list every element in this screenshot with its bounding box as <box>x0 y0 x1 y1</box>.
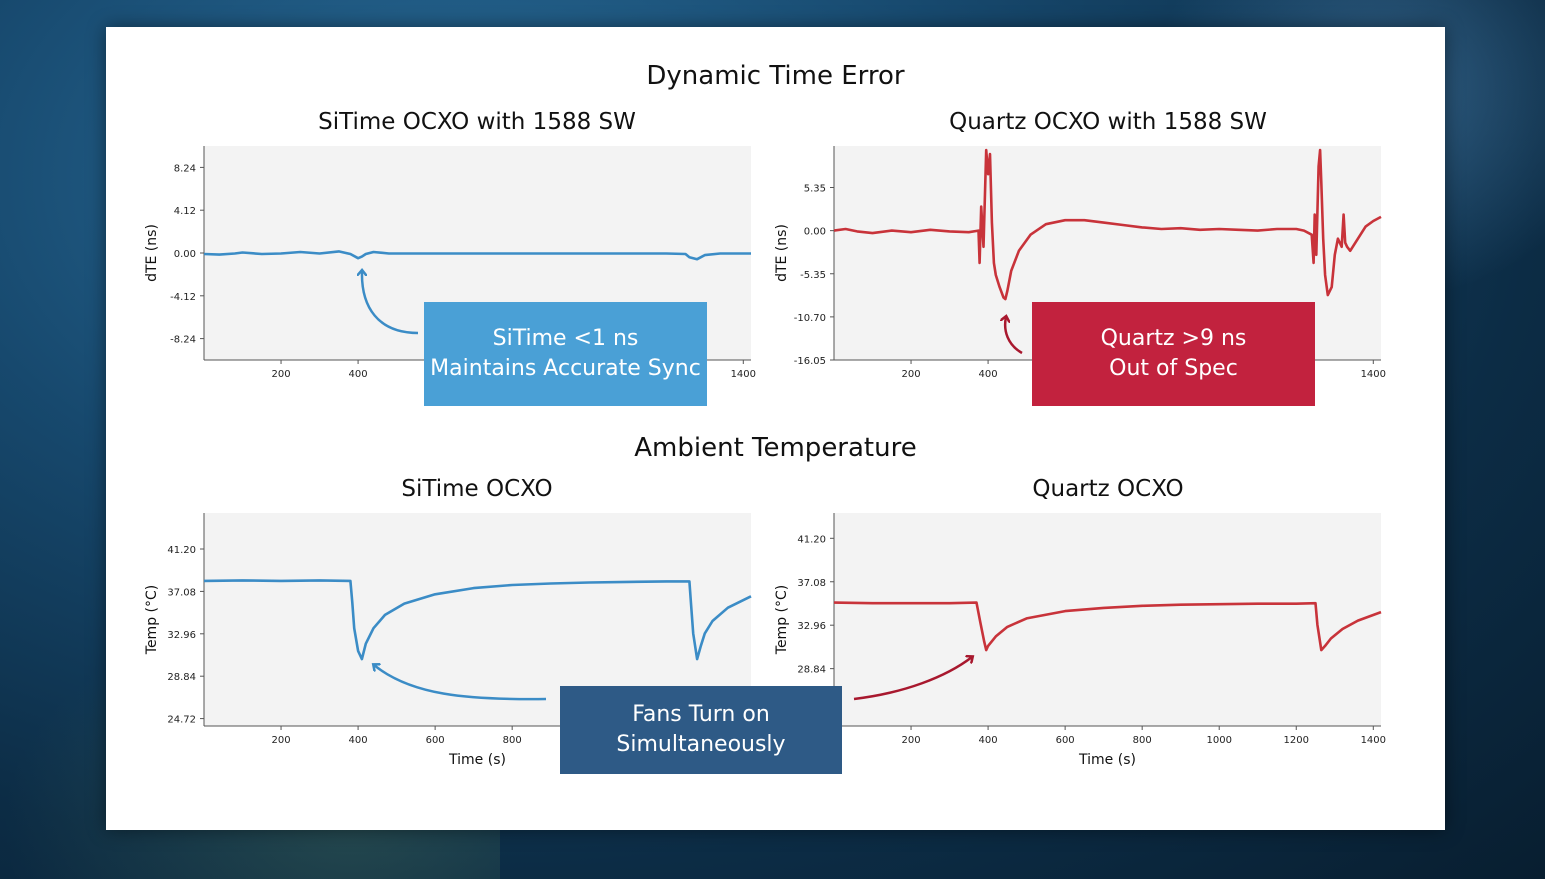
callout-line: Fans Turn on <box>632 702 770 727</box>
quartz-fans-arrow <box>853 657 972 701</box>
series-line <box>203 250 751 261</box>
y-tick-label: 37.08 <box>797 578 826 589</box>
callout-line: Maintains Accurate Sync <box>430 356 701 381</box>
callout-line: Simultaneously <box>616 732 786 757</box>
y-tick-label: -10.70 <box>794 313 826 324</box>
x-tick-label: 400 <box>979 735 998 746</box>
sitime-fans-arrow <box>374 665 547 701</box>
x-tick-label: 1200 <box>1284 735 1309 746</box>
x-tick-label: 800 <box>503 735 522 746</box>
dte-section-title: Dynamic Time Error <box>646 61 905 91</box>
callout-line: SiTime <1 ns <box>492 326 639 351</box>
x-tick-label: 1000 <box>1206 735 1231 746</box>
series-line <box>203 579 752 661</box>
y-tick-label: 5.35 <box>804 184 826 195</box>
series-line <box>833 148 1382 301</box>
y-tick-label: 24.72 <box>167 715 196 726</box>
y-tick-label: 0.00 <box>804 227 826 238</box>
y-axis-label: dTE (ns) <box>774 224 790 282</box>
x-tick-label: 400 <box>349 369 368 380</box>
x-tick-label: 1400 <box>731 369 756 380</box>
x-tick-label: 400 <box>349 735 368 746</box>
figure-panel: Dynamic Time Error Ambient Temperature S… <box>106 27 1445 830</box>
x-tick-label: 1400 <box>1361 735 1386 746</box>
x-axis-label: Time (s) <box>1078 752 1136 768</box>
series-line <box>833 601 1382 652</box>
quartz-temp-chart: 24.7228.8432.9637.0841.20200400600800100… <box>774 513 1386 768</box>
y-tick-label: 41.20 <box>797 534 826 545</box>
y-tick-label: 28.84 <box>167 672 196 683</box>
x-tick-label: 200 <box>271 369 290 380</box>
y-tick-label: 41.20 <box>167 545 196 556</box>
x-tick-label: 1400 <box>1361 369 1386 380</box>
annotation-arrows <box>106 27 1023 701</box>
y-tick-label: 32.96 <box>797 621 826 632</box>
y-tick-label: 0.00 <box>174 249 196 260</box>
temp-section-title: Ambient Temperature <box>634 433 917 463</box>
chart-title: Quartz OCXO <box>1032 476 1184 502</box>
plot-area <box>834 513 1381 726</box>
x-tick-label: 600 <box>426 735 445 746</box>
sitime-dte-arrow <box>362 271 419 335</box>
fans-callout: Fans Turn on Simultaneously <box>560 686 842 774</box>
x-tick-label: 200 <box>901 735 920 746</box>
quartz-dte-arrow <box>1005 317 1023 355</box>
x-tick-label: 600 <box>1056 735 1075 746</box>
callout-line: Out of Spec <box>1109 356 1238 381</box>
x-axis-label: Time (s) <box>448 752 506 768</box>
chart-title: SiTime OCXO with 1588 SW <box>318 109 636 135</box>
y-tick-label: 8.24 <box>174 163 196 174</box>
y-axis-label: dTE (ns) <box>144 224 160 282</box>
y-tick-label: -4.12 <box>170 292 196 303</box>
y-tick-label: -16.05 <box>794 356 826 367</box>
y-axis-label: Temp (°C) <box>774 585 790 655</box>
y-tick-label: -5.35 <box>800 270 826 281</box>
y-tick-label: 28.84 <box>797 665 826 676</box>
y-tick-label: 37.08 <box>167 587 196 598</box>
y-tick-label: 4.12 <box>174 206 196 217</box>
y-tick-label: -8.24 <box>170 335 196 346</box>
y-axis-label: Temp (°C) <box>144 585 160 655</box>
x-tick-label: 200 <box>271 735 290 746</box>
chart-title: SiTime OCXO <box>401 476 553 502</box>
sitime-callout: SiTime <1 ns Maintains Accurate Sync <box>424 302 707 406</box>
quartz-callout: Quartz >9 ns Out of Spec <box>1032 302 1315 406</box>
x-tick-label: 800 <box>1133 735 1152 746</box>
x-tick-label: 200 <box>901 369 920 380</box>
y-tick-label: 32.96 <box>167 630 196 641</box>
x-tick-label: 400 <box>979 369 998 380</box>
callout-line: Quartz >9 ns <box>1100 326 1247 351</box>
chart-title: Quartz OCXO with 1588 SW <box>949 109 1267 135</box>
